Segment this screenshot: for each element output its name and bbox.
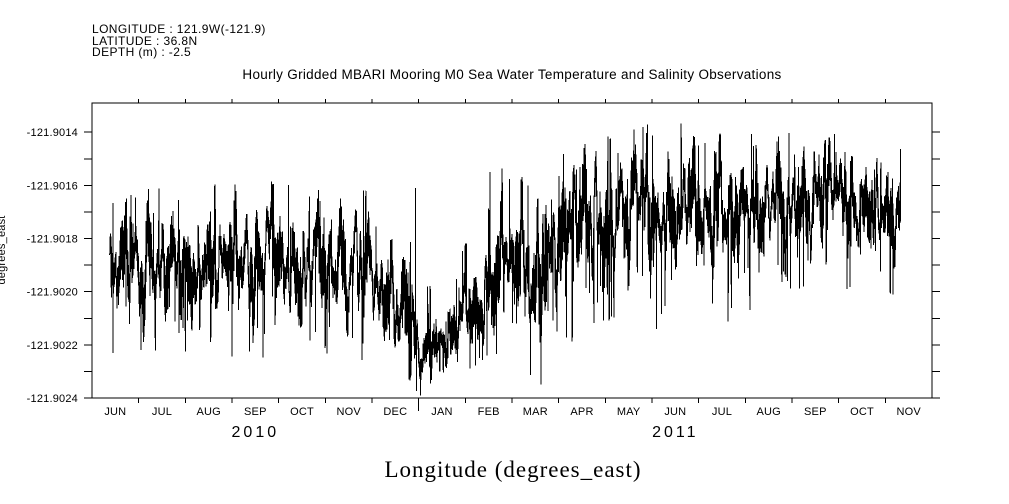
y-tick-label: -121.9018 [27,234,78,246]
data-series-layer [109,123,902,396]
axis-labels-layer: -121.9014 -121.9016 -121.9018 -121.9020 -121… [27,127,921,441]
y-tick-label: -121.9014 [27,127,78,139]
month-label: OCT [850,406,874,418]
plot-title: Hourly Gridded MBARI Mooring M0 Sea Wate… [242,67,781,82]
year-label: 2011 [652,424,698,441]
month-label: NOV [896,406,921,418]
year-label: 2010 [232,424,280,441]
month-label: FEB [478,406,500,418]
axes-layer [84,99,940,411]
header-block: LONGITUDE : 121.9W(-121.9) LATITUDE : 36… [92,22,266,59]
month-label: AUG [196,406,220,418]
y-tick-label: -121.9024 [27,393,78,405]
y-tick-label: -121.9022 [27,340,78,352]
month-label: APR [570,406,593,418]
y-axis-unit-label: degrees_east [0,215,8,284]
month-label: MAR [523,406,548,418]
month-label: JUL [712,406,732,418]
header-latitude: LATITUDE : 36.8N [92,34,198,48]
month-label: JUL [152,406,172,418]
y-tick-label: -121.9016 [27,180,78,192]
month-label: NOV [336,406,361,418]
month-label: OCT [290,406,314,418]
month-label: MAY [617,406,641,418]
header-longitude: LONGITUDE : 121.9W(-121.9) [92,22,266,36]
month-label: SEP [804,406,827,418]
y-tick-label: -121.9020 [27,287,78,299]
header-depth: DEPTH (m) : -2.5 [92,45,191,59]
month-label: JUN [664,406,686,418]
month-label: AUG [756,406,780,418]
month-label: JAN [431,406,452,418]
month-label: JUN [104,406,126,418]
month-label: DEC [383,406,407,418]
data-series-path [109,123,902,396]
month-label: SEP [244,406,267,418]
dependent-variable-label: Longitude (degrees_east) [384,457,641,482]
